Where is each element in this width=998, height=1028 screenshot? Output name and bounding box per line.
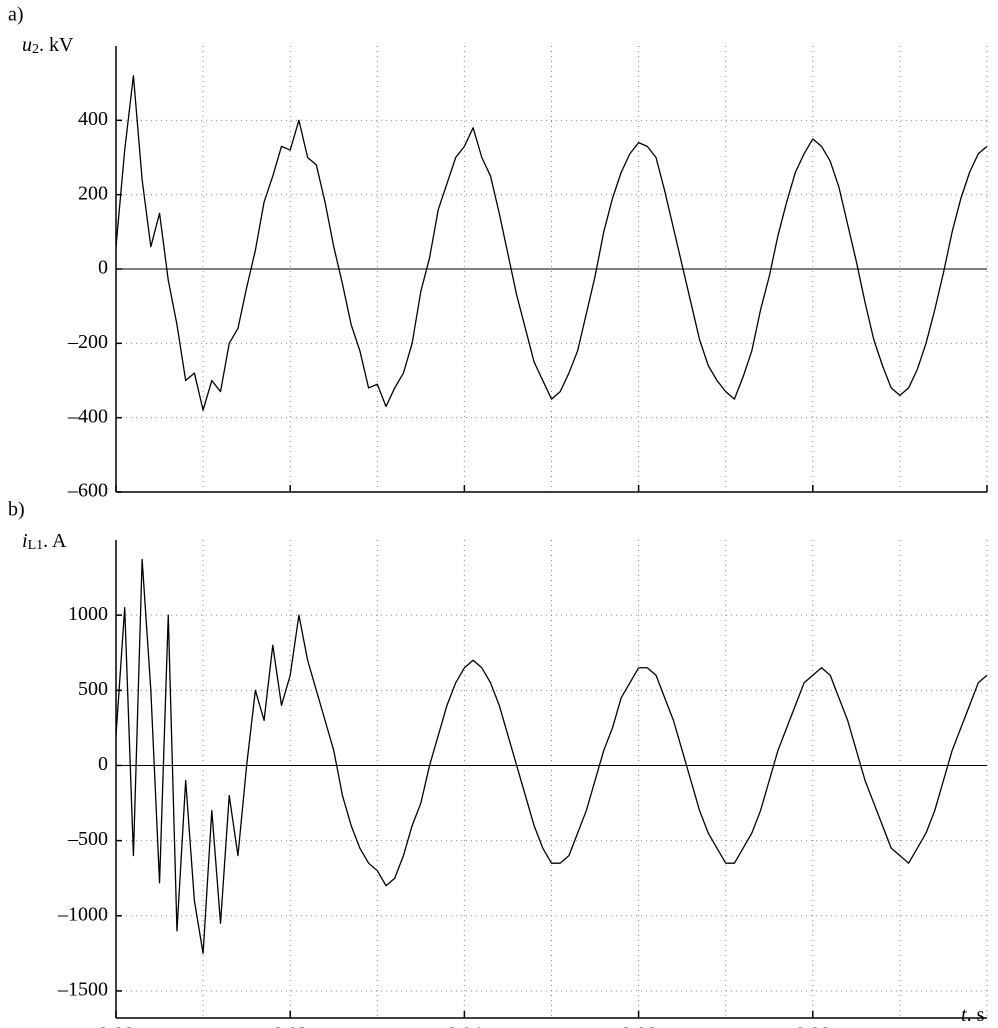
y-tick-label: –1500 (57, 979, 108, 1001)
panel-label: b) (8, 499, 25, 521)
data-line (115, 75, 988, 411)
y-tick-label: 200 (78, 182, 108, 204)
x-tick-label: 0.02 (273, 1024, 308, 1028)
y-tick-label: 500 (78, 678, 108, 700)
y-tick-label: –200 (67, 331, 108, 353)
y-label-unit: . kV (39, 34, 74, 56)
y-tick-label: 0 (98, 753, 108, 775)
x-tick-label: 0.04 (447, 1024, 482, 1028)
y-tick-label: –500 (67, 828, 108, 850)
data-line (115, 558, 988, 955)
x-tick-label: 0.06 (621, 1024, 656, 1028)
x-axis-label: t. s (961, 1004, 985, 1026)
y-label-unit: . A (43, 530, 67, 552)
y-label-symbol: u (22, 34, 32, 56)
y-tick-label: –1000 (57, 903, 108, 925)
y-tick-label: 0 (98, 257, 108, 279)
x-label-unit: . s (967, 1004, 985, 1026)
y-axis-label: iL1. A (22, 530, 67, 554)
y-tick-label: 1000 (68, 603, 108, 625)
y-axis-label: u2. kV (22, 34, 74, 58)
y-tick-label: 400 (78, 108, 108, 130)
panel-label: a) (8, 4, 24, 26)
y-tick-label: –600 (67, 480, 108, 502)
x-label-symbol: t (961, 1004, 967, 1026)
y-label-subscript: L1 (28, 538, 44, 553)
x-tick-label: 0.08 (795, 1024, 830, 1028)
y-label-symbol: i (22, 530, 28, 552)
x-tick-label: 0.00 (99, 1024, 134, 1028)
y-label-subscript: 2 (32, 42, 39, 57)
y-tick-label: –400 (67, 405, 108, 427)
